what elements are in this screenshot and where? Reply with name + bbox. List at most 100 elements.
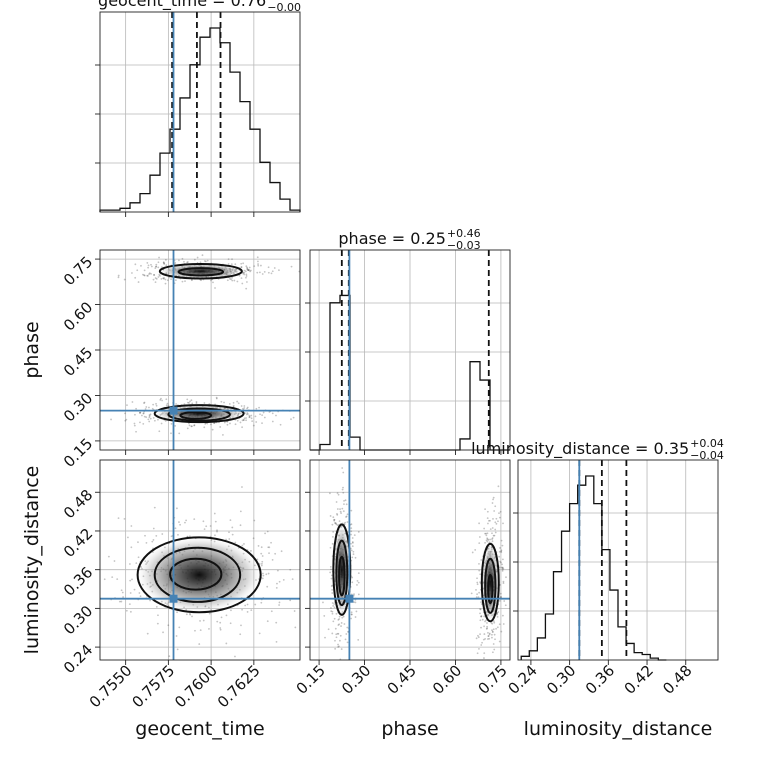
- sample-point: [499, 560, 502, 563]
- sample-point: [135, 430, 137, 433]
- sample-point: [333, 518, 336, 521]
- sample-point: [234, 541, 237, 544]
- sample-point: [484, 508, 486, 511]
- sample-point: [240, 277, 243, 280]
- sample-point: [229, 422, 231, 425]
- histogram-luminosity_distance: [520, 475, 667, 661]
- sample-point: [248, 266, 251, 269]
- sample-point: [498, 640, 501, 643]
- sample-point: [267, 572, 270, 575]
- sample-point: [352, 550, 355, 553]
- sample-point: [117, 274, 120, 277]
- sample-point: [500, 595, 502, 598]
- sample-point: [275, 640, 278, 643]
- sample-point: [225, 642, 228, 645]
- sample-point: [491, 502, 494, 504]
- sample-point: [245, 276, 247, 279]
- contour-level-0: [332, 523, 352, 616]
- sample-point: [241, 282, 244, 285]
- sample-point: [294, 626, 297, 629]
- sample-point: [470, 592, 473, 595]
- sample-point: [155, 277, 158, 280]
- sample-point: [492, 534, 495, 537]
- sample-point: [336, 492, 339, 495]
- sample-point: [202, 619, 205, 622]
- sample-point: [276, 582, 278, 585]
- sample-point: [231, 526, 234, 529]
- sample-point: [334, 647, 337, 650]
- sample-point: [487, 522, 489, 525]
- sample-point: [117, 276, 120, 279]
- sample-point: [261, 422, 263, 425]
- sample-point: [498, 623, 501, 626]
- sample-point: [188, 535, 191, 538]
- sample-point: [357, 572, 360, 575]
- sample-point: [148, 273, 150, 276]
- sample-point: [208, 612, 211, 615]
- sample-point: [346, 513, 349, 516]
- sample-point: [193, 424, 196, 427]
- sample-point: [240, 624, 242, 627]
- sample-point: [489, 528, 492, 531]
- sample-point: [248, 268, 250, 271]
- panel-frame: [99, 11, 301, 213]
- sample-point: [486, 532, 489, 535]
- sample-point: [149, 417, 152, 420]
- sample-point: [127, 536, 129, 539]
- sample-point: [267, 266, 270, 269]
- sample-point: [155, 606, 158, 608]
- sample-point: [137, 281, 140, 283]
- title-main: geocent_time = 0.76: [98, 0, 266, 11]
- y-axis-label-luminosity_distance: luminosity_distance: [21, 466, 43, 655]
- sample-point: [147, 274, 149, 277]
- sample-point: [158, 273, 161, 276]
- sample-point: [159, 274, 161, 277]
- sample-point: [486, 625, 489, 628]
- sample-point: [330, 585, 333, 587]
- sample-point: [255, 421, 258, 423]
- sample-point: [496, 615, 499, 618]
- sample-point: [184, 521, 186, 524]
- sample-point: [343, 500, 345, 502]
- sample-point: [170, 423, 173, 425]
- sample-point: [342, 491, 345, 494]
- histogram-geocent_time: [99, 27, 301, 212]
- sample-point: [331, 523, 334, 526]
- sample-point: [142, 422, 145, 425]
- sample-point: [266, 620, 269, 623]
- sample-point: [206, 422, 209, 425]
- sample-point: [149, 413, 152, 416]
- sample-point: [160, 422, 163, 425]
- sample-point: [154, 277, 157, 279]
- sample-point: [128, 603, 131, 606]
- sample-point: [241, 407, 244, 410]
- sample-point: [353, 593, 355, 596]
- sample-point: [241, 419, 244, 422]
- sample-point: [485, 532, 487, 535]
- sample-point: [492, 620, 495, 622]
- sample-point: [267, 271, 270, 274]
- sample-point: [245, 275, 248, 277]
- title-main: luminosity_distance = 0.35: [471, 439, 689, 459]
- sample-point: [492, 496, 495, 499]
- sample-point: [481, 641, 483, 644]
- sample-point: [489, 519, 491, 522]
- sample-point: [261, 560, 264, 563]
- sample-point: [498, 512, 500, 515]
- sample-point: [491, 651, 494, 654]
- sample-point: [503, 600, 506, 602]
- sample-point: [129, 610, 132, 613]
- sample-point: [491, 532, 493, 535]
- sample-point: [134, 276, 137, 279]
- sample-point: [271, 270, 274, 273]
- x-tick-label-luminosity_distance: 0.30: [543, 662, 579, 698]
- sample-point: [243, 543, 245, 545]
- sample-point: [181, 257, 184, 260]
- sample-point: [193, 518, 196, 520]
- sample-point: [350, 527, 353, 530]
- sample-point: [143, 274, 145, 277]
- panel-phase_vs_geocent_time: [95, 249, 301, 455]
- sample-point: [151, 407, 154, 410]
- sample-point: [512, 599, 514, 601]
- sample-point: [293, 610, 296, 612]
